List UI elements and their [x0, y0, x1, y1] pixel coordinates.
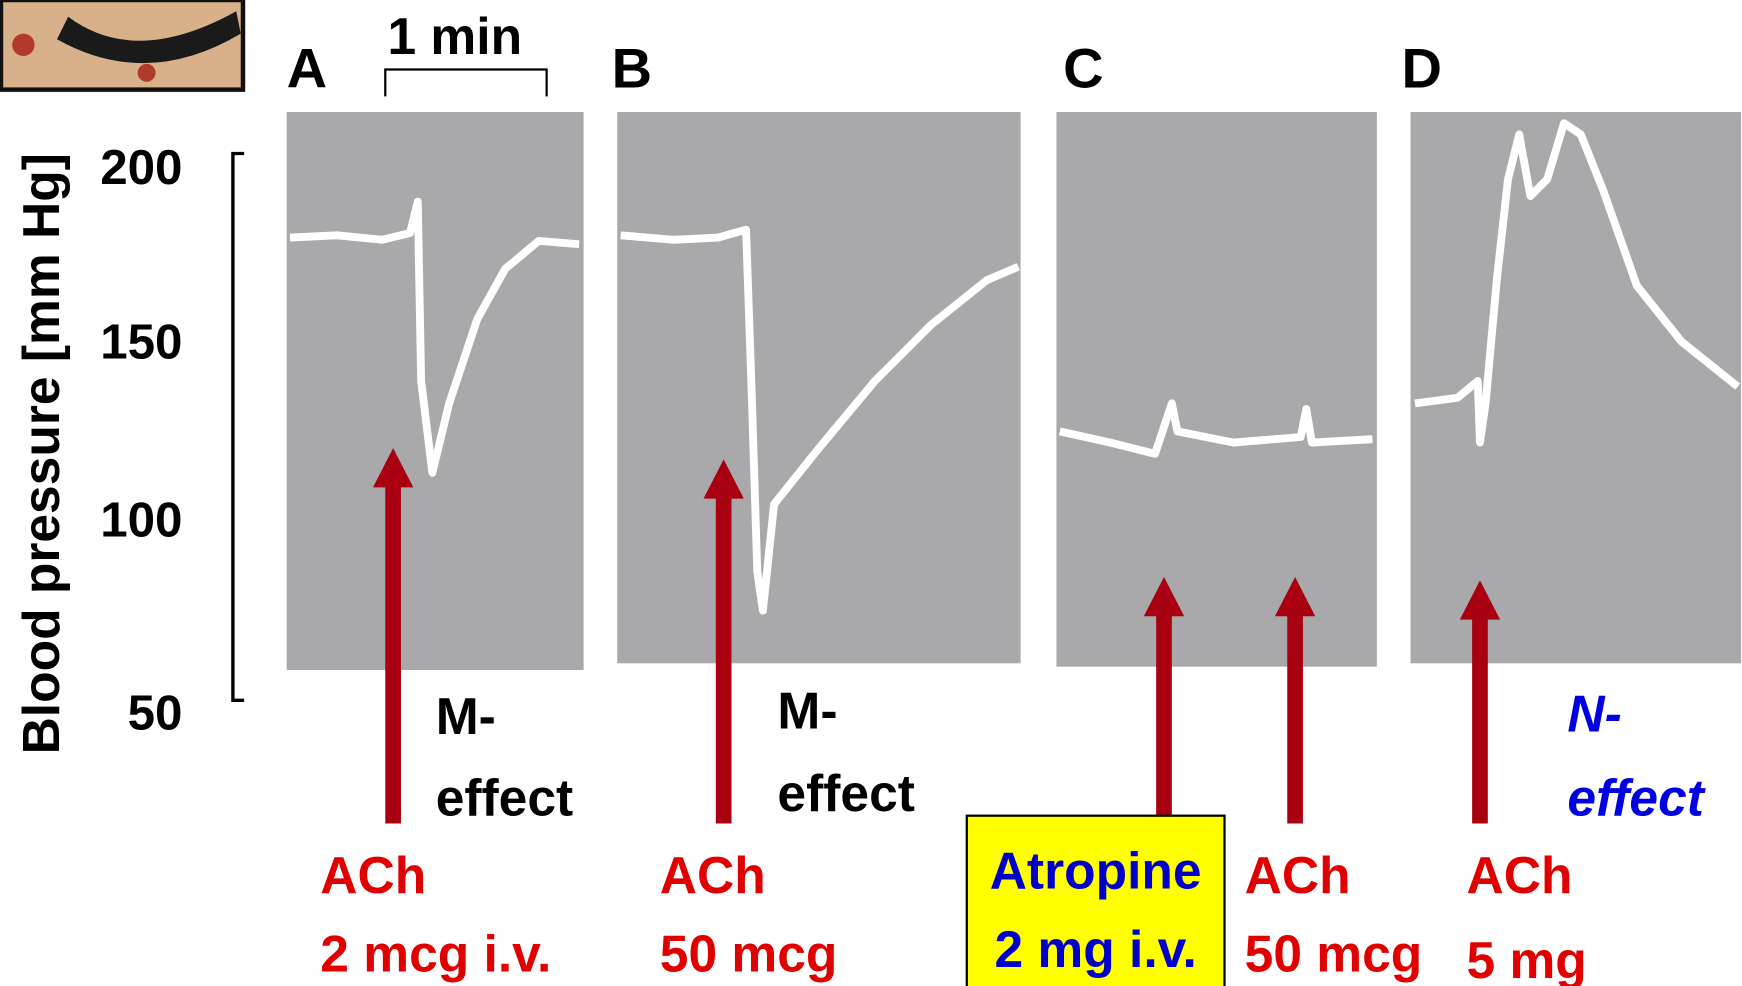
panel-label: D: [1402, 36, 1442, 99]
drug-label: ACh: [1245, 846, 1351, 904]
effect-label: effect: [1567, 769, 1705, 827]
y-axis-label: Blood pressure [mm Hg]: [12, 153, 70, 754]
drug-label: ACh: [660, 846, 766, 904]
y-tick-label: 100: [100, 493, 182, 548]
injection-arrows: [372, 448, 1501, 824]
scale-bar: [384, 68, 548, 97]
dose-label: 50 mcg: [660, 924, 838, 982]
atropine-box: [965, 814, 1226, 986]
drug-label: ACh: [1467, 846, 1573, 904]
panel-label: B: [612, 36, 652, 99]
effect-label: M-: [436, 687, 496, 745]
effect-label: M-: [777, 681, 837, 739]
dose-label: 2 mg i.v.: [994, 920, 1196, 978]
y-tick-label: 50: [128, 685, 183, 740]
thumbnail: [0, 0, 246, 92]
panel-label: A: [287, 36, 327, 99]
effect-label: N-: [1567, 685, 1621, 743]
y-tick-label: 150: [100, 315, 182, 370]
dose-label: 50 mcg: [1245, 924, 1423, 982]
effect-label: effect: [777, 764, 914, 822]
y-axis-bracket: [231, 151, 245, 702]
scale-bar-label: 1 min: [387, 7, 522, 65]
trace-panels: [286, 112, 1742, 671]
drug-label: ACh: [320, 846, 426, 904]
dose-label: 2 mcg i.v.: [320, 924, 551, 982]
dose-label: 5 mg: [1467, 931, 1587, 986]
y-tick-label: 200: [100, 140, 182, 195]
effect-label: effect: [436, 769, 573, 827]
drug-label: Atropine: [990, 842, 1202, 900]
panel-label: C: [1063, 36, 1103, 99]
traces: [289, 119, 1741, 615]
